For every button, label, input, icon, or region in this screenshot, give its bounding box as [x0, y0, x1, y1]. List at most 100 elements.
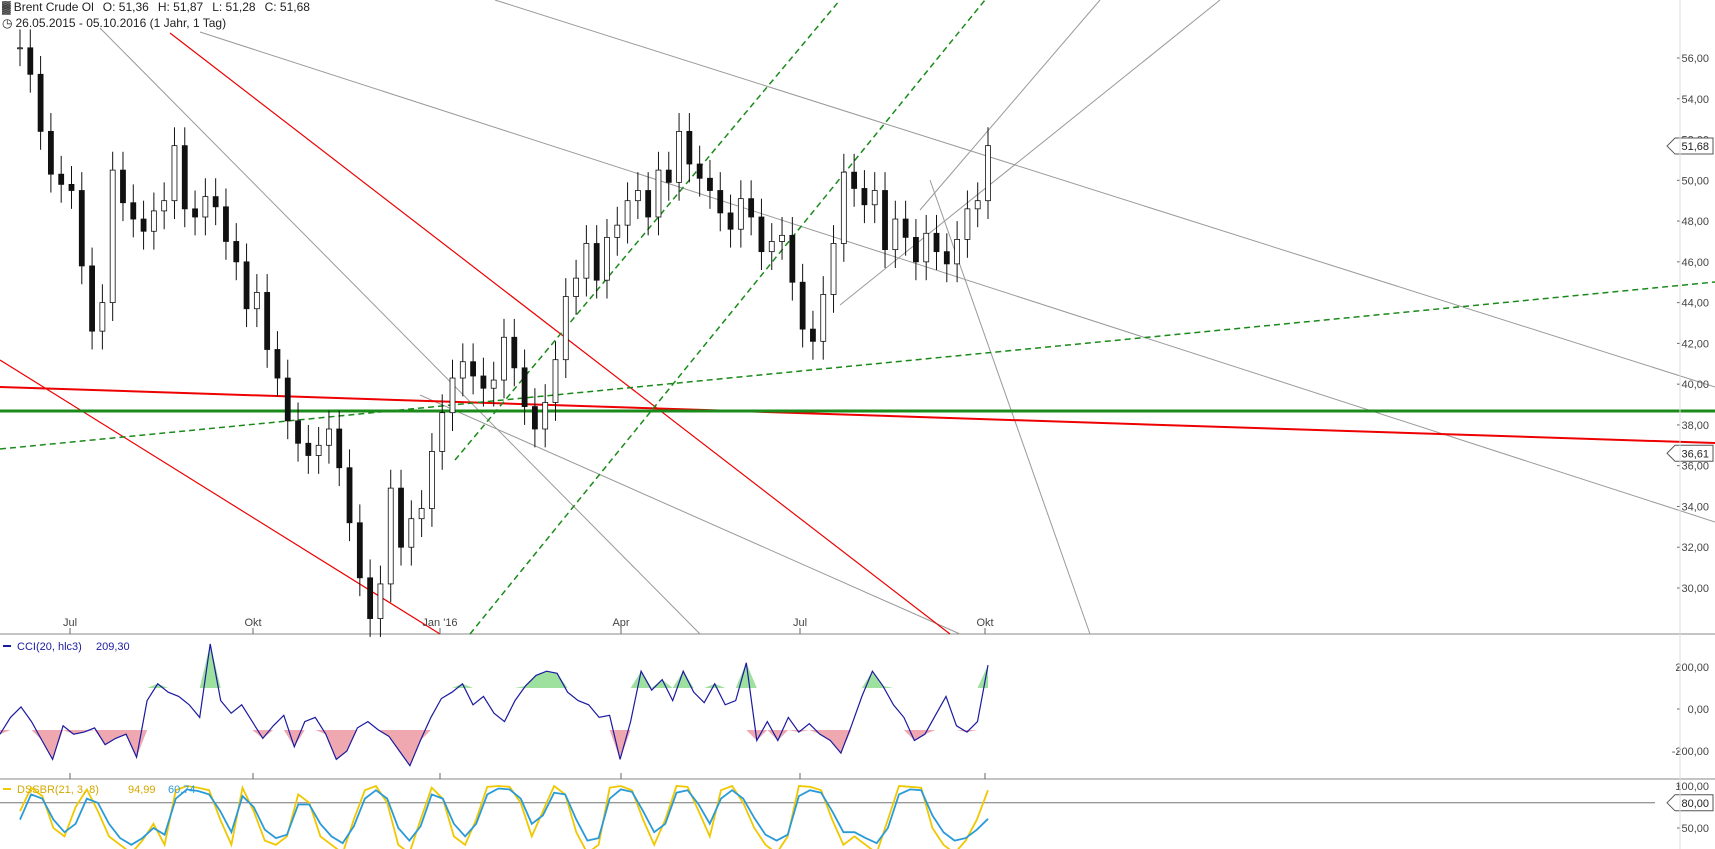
level-marker [1666, 444, 1714, 462]
dss-level-label: 80,00 [1681, 798, 1709, 810]
grey-trend-line [839, 0, 1221, 306]
candle-body [696, 163, 703, 179]
candle-body [974, 200, 981, 210]
x-tick-label: Jul [793, 617, 807, 629]
last-price-label: 51,68 [1681, 141, 1709, 153]
candle-body [892, 218, 899, 251]
candle-body [336, 428, 343, 469]
candle-body [933, 232, 940, 253]
candle-body [418, 508, 425, 520]
red-support-line [0, 386, 1715, 444]
candle-body [47, 130, 54, 175]
candle-body [449, 377, 456, 414]
candle-body [861, 188, 868, 206]
candle-body [501, 336, 507, 381]
candle-body [490, 379, 497, 389]
red-trend-line [0, 359, 441, 635]
grey-trend-line [99, 27, 701, 635]
candle-body [171, 145, 178, 202]
candle-body [768, 241, 775, 253]
candle-body [840, 171, 847, 244]
grey-trend-line [494, 0, 1715, 388]
grey-trend-line [919, 0, 1101, 211]
candle-body [202, 196, 209, 218]
price-tick-label: 44,00 [1681, 298, 1709, 310]
candle-body [295, 420, 301, 444]
candle-body [542, 402, 549, 430]
candle-body [707, 177, 713, 191]
candle-body [89, 265, 95, 332]
price-tick-label: 32,00 [1681, 542, 1709, 554]
candle-body [851, 171, 858, 189]
candle-body [356, 522, 363, 579]
dss-tick-label: 100,00 [1675, 781, 1709, 793]
candle-body [830, 243, 837, 295]
candle-body [789, 234, 796, 283]
dss-d-value: 60,74 [168, 784, 196, 796]
candle-body [531, 406, 538, 430]
cci-tick-label: -200,00 [1672, 746, 1709, 758]
candle-body [346, 467, 353, 524]
candle-body [665, 169, 672, 183]
candle-body [233, 241, 240, 263]
candle-body [758, 216, 765, 253]
candle-body [37, 73, 44, 132]
candle-body [459, 361, 466, 379]
candle-body [634, 190, 641, 202]
candle-body [913, 236, 919, 263]
candle-body [253, 292, 260, 310]
price-tick-label: 48,00 [1681, 216, 1709, 228]
candle-body [120, 169, 126, 204]
candle-body [737, 198, 744, 230]
price-tick-label: 56,00 [1681, 53, 1709, 65]
candle-body [902, 218, 909, 238]
price-tick-label: 40,00 [1681, 379, 1709, 391]
candle-body [27, 47, 34, 75]
dss-legend-swatch [3, 788, 11, 790]
candle-body [78, 190, 85, 267]
candle-body [387, 487, 394, 585]
candle-body [284, 377, 291, 422]
chart-type-icon: ▓ [2, 0, 11, 14]
cci-tick-label: 0,00 [1688, 704, 1709, 716]
candle-body [573, 277, 579, 297]
candle-body [562, 296, 569, 361]
candle-body [109, 169, 116, 304]
last-price-marker [1666, 137, 1714, 155]
price-tick-label: 50,00 [1681, 175, 1709, 187]
grey-trend-line [419, 394, 961, 635]
candle-body [799, 281, 806, 330]
candle-body [326, 428, 332, 446]
instrument-name: Brent Crude Ol [13, 0, 94, 14]
candle-body [68, 183, 75, 191]
candle-body [315, 444, 322, 456]
dssbr-panel: 100,00 80,00 50,00 DSSBR(21, 3, 8) 94,99 60,7… [0, 781, 1714, 849]
candle-body [614, 224, 621, 238]
candle-body [212, 196, 219, 208]
candle-body [274, 349, 281, 379]
candle-body [686, 130, 693, 165]
candle-body [871, 190, 878, 206]
candle-body [552, 359, 559, 403]
price-tick-label: 54,00 [1681, 94, 1709, 106]
dss-level-marker [1666, 794, 1714, 812]
candle-body [820, 294, 827, 342]
candle-body [161, 200, 168, 212]
chart-header: ▓ Brent Crude Ol O: 51,36 H: 51,87 L: 51,28 C… [2, 0, 319, 14]
period-range: 26.05.2015 - 05.10.2016 (1 Jahr, 1 Tag) [15, 16, 227, 30]
cci-oversold-fill [0, 730, 978, 766]
level-label: 36,61 [1681, 448, 1709, 460]
open-value: O: 51,36 [102, 0, 149, 14]
candle-body [398, 487, 404, 548]
close-value: C: 51,68 [264, 0, 310, 14]
price-tick-label: 34,00 [1681, 501, 1709, 513]
x-tick-label: Okt [976, 617, 993, 629]
candle-body [511, 336, 518, 369]
candle-body [377, 583, 384, 619]
cci-title: CCI(20, hlc3) [17, 641, 82, 653]
cci-overbought-fill [147, 643, 989, 688]
candle-body [779, 234, 785, 242]
candle-body [150, 210, 157, 232]
cci-panel: 200,00 0,00 -200,00 CCI(20, hlc3) 209,30 [0, 641, 1709, 767]
